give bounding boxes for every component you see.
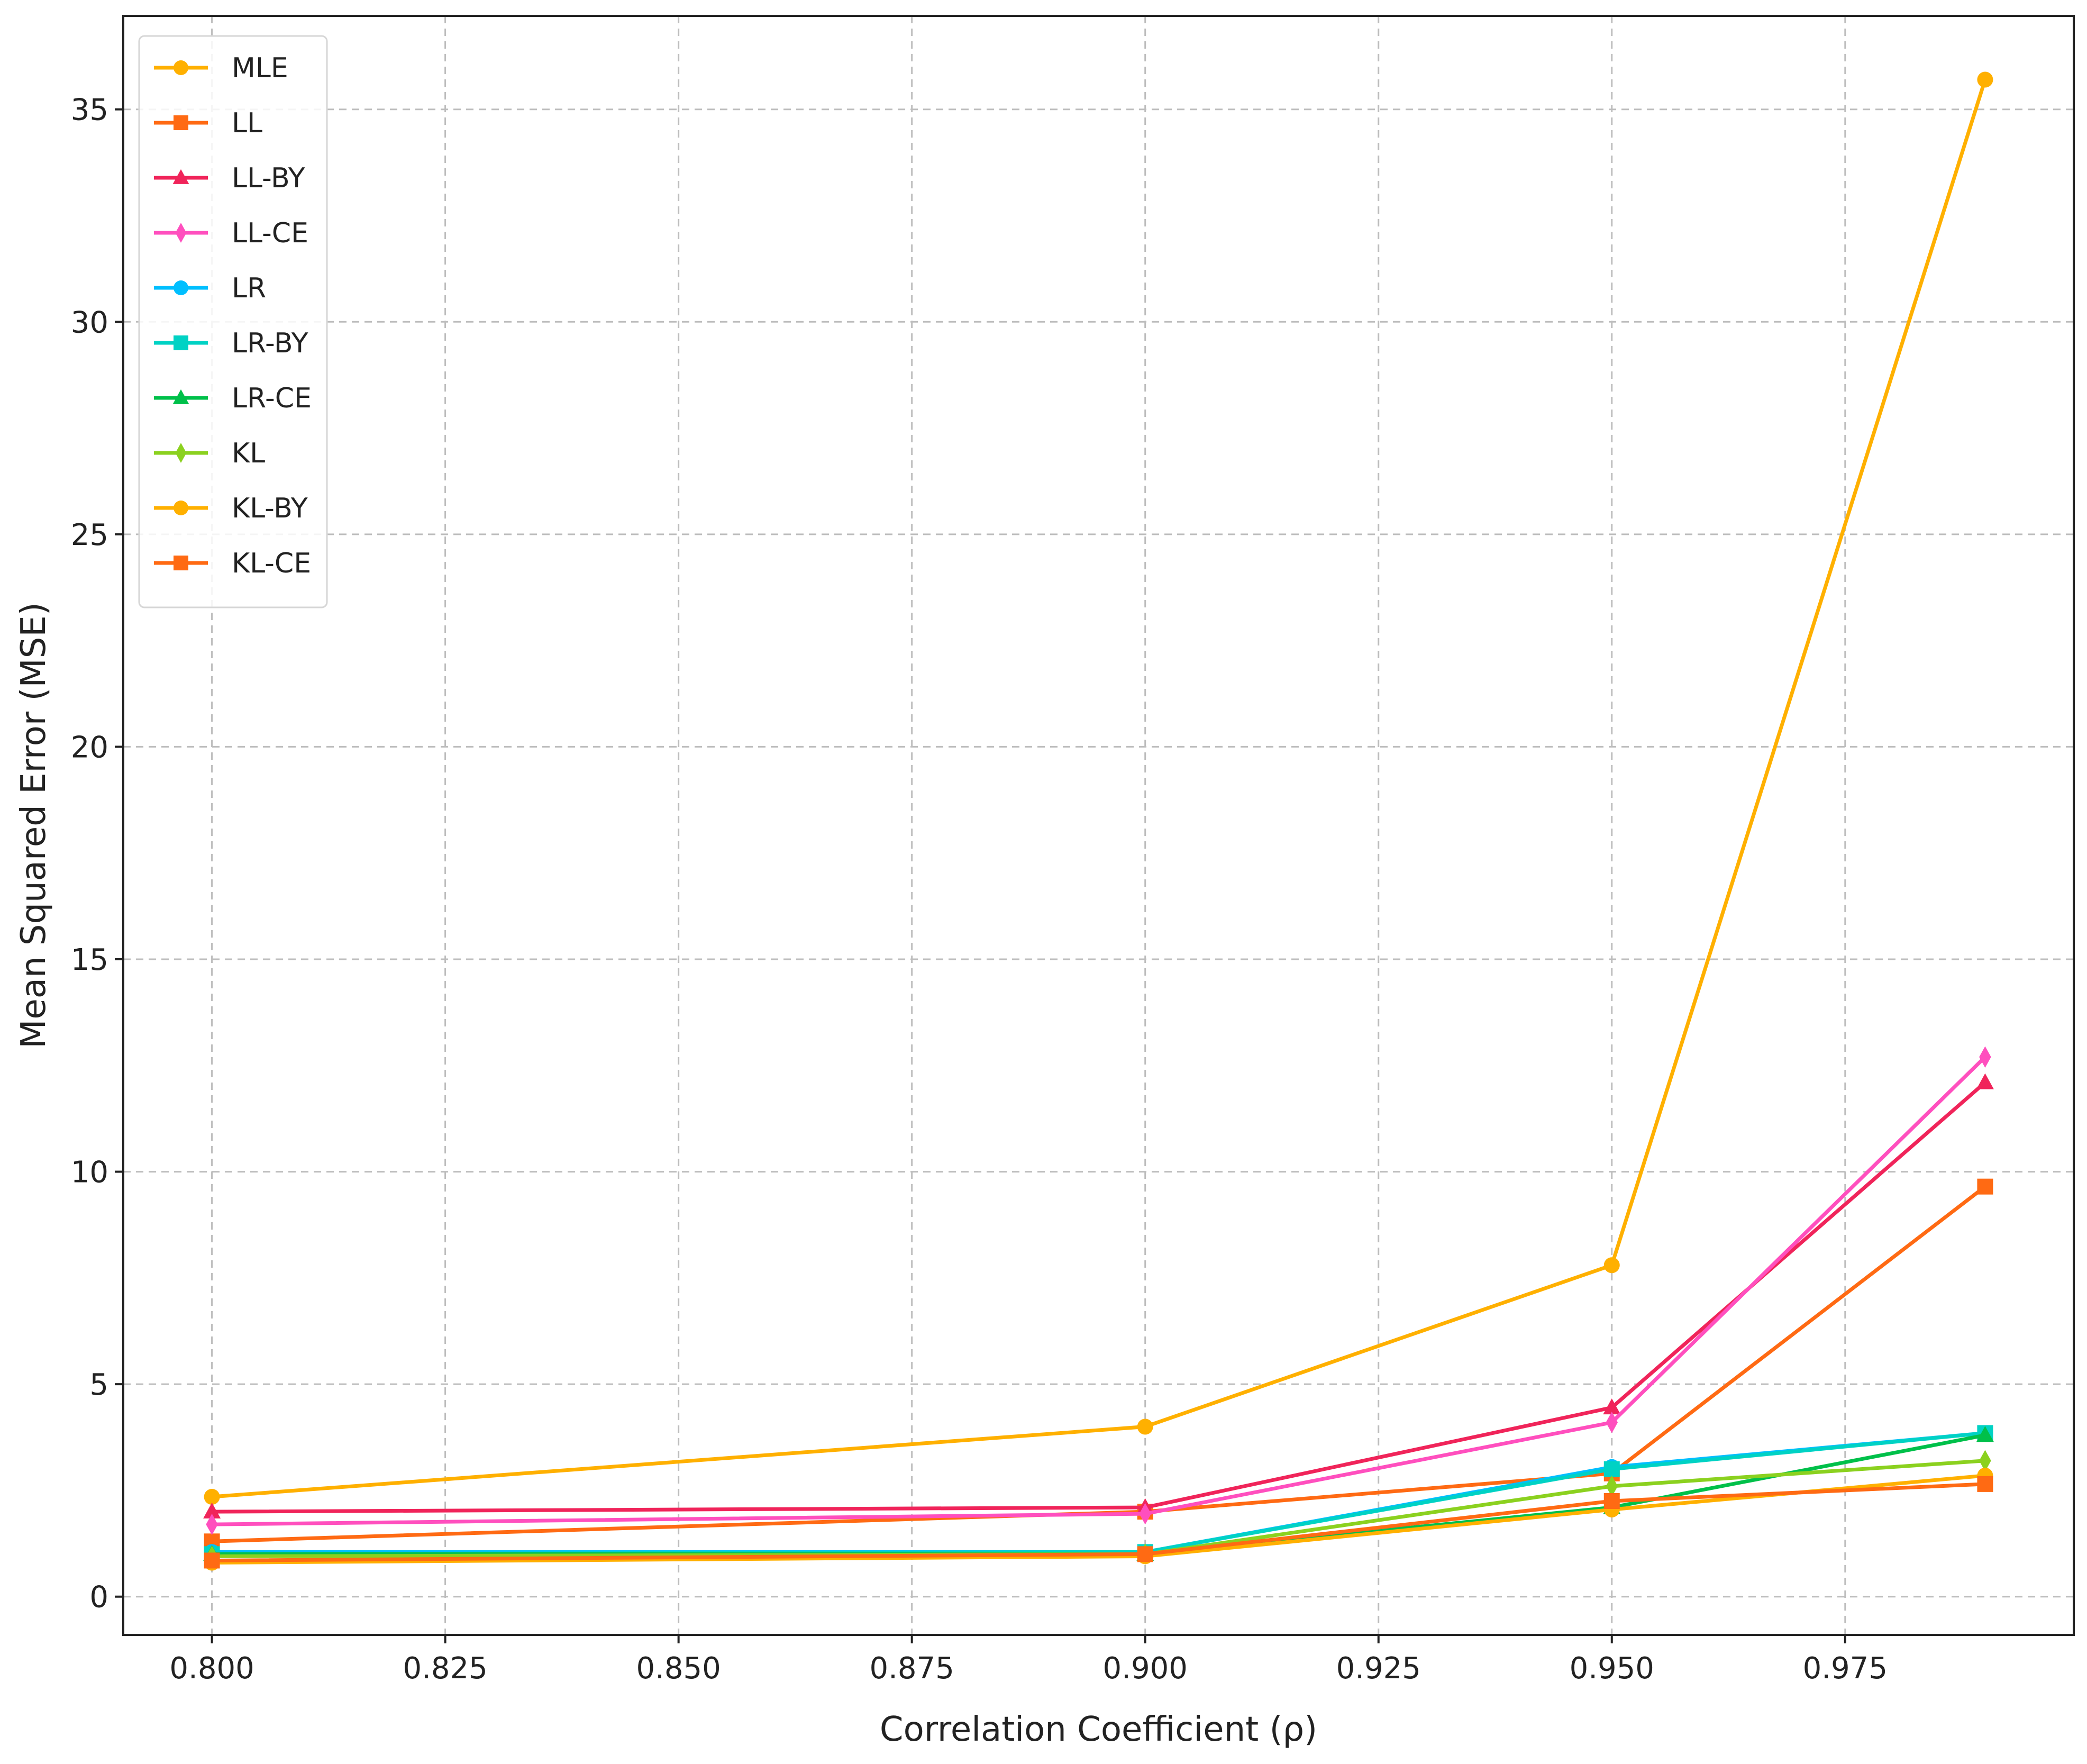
series-line xyxy=(212,1185,1986,1543)
legend-entry-ll-ce: LL-CE xyxy=(154,217,308,249)
x-tick-label: 0.975 xyxy=(1803,1651,1888,1686)
x-axis-title: Correlation Coefficient (ρ) xyxy=(880,1710,1317,1749)
data-point xyxy=(1603,1493,1620,1510)
series-line xyxy=(212,1056,1986,1526)
legend-label: LL-BY xyxy=(232,162,305,194)
legend-marker xyxy=(172,389,189,404)
y-tick-label: 15 xyxy=(71,943,108,977)
data-point xyxy=(1976,1073,1994,1089)
data-point xyxy=(203,1502,221,1519)
legend-entry-kl-ce: KL-CE xyxy=(154,548,311,579)
y-tick-label: 5 xyxy=(89,1368,108,1402)
legend-label: LL-CE xyxy=(232,217,308,249)
grid-lines xyxy=(123,16,2074,1635)
data-point xyxy=(1139,1503,1151,1525)
legend-marker xyxy=(172,169,189,184)
y-tick-label: 35 xyxy=(71,93,108,128)
legend-marker xyxy=(174,115,188,130)
legend-label: LR-CE xyxy=(232,383,312,414)
series-line xyxy=(212,1482,1985,1562)
y-tick-label: 25 xyxy=(71,518,108,552)
x-tick-label: 0.825 xyxy=(403,1651,487,1686)
legend-entry-lr-ce: LR-CE xyxy=(154,383,312,414)
legend-label: KL-CE xyxy=(232,548,311,579)
legend-marker xyxy=(175,223,187,243)
series-layer xyxy=(203,71,1994,1571)
y-axis-title: Mean Squared Error (MSE) xyxy=(14,602,53,1049)
legend-entry-lr: LR xyxy=(154,272,266,304)
legend-entry-lr-by: LR-BY xyxy=(154,328,308,359)
legend-label: LR xyxy=(232,272,266,304)
data-point xyxy=(1137,1546,1153,1562)
data-point xyxy=(1606,1475,1618,1497)
y-tick-label: 20 xyxy=(71,730,108,765)
plot-area-frame xyxy=(122,15,2075,1636)
legend-entry-ll: LL xyxy=(154,107,262,139)
x-tick-label: 0.850 xyxy=(636,1651,721,1686)
data-point xyxy=(1603,1257,1620,1274)
legend-marker xyxy=(174,501,188,515)
legend-entry-kl-by: KL-BY xyxy=(154,493,308,524)
data-point xyxy=(1979,1450,1991,1471)
data-point xyxy=(1976,1426,1994,1442)
series-kl-ce xyxy=(204,1476,1993,1569)
axis-ticks: 0.800 0.825 0.850 0.875 0.900 0.925 0.950 0.975… xyxy=(71,93,1888,1686)
series-ll-ce xyxy=(206,1046,1991,1535)
x-tick-label: 0.950 xyxy=(1570,1651,1654,1686)
y-tick-label: 0 xyxy=(89,1580,108,1615)
legend-label: LL xyxy=(232,107,262,139)
legend-marker xyxy=(174,60,188,75)
legend-marker xyxy=(174,556,188,570)
legend-marker xyxy=(174,335,188,350)
data-point xyxy=(1606,1412,1618,1433)
legend-entry-mle: MLE xyxy=(154,52,288,84)
y-tick-label: 10 xyxy=(71,1156,108,1190)
x-tick-label: 0.800 xyxy=(169,1651,254,1686)
y-tick-label: 30 xyxy=(71,305,108,340)
x-tick-label: 0.875 xyxy=(870,1651,954,1686)
x-tick-label: 0.925 xyxy=(1336,1651,1421,1686)
data-point xyxy=(1603,1398,1621,1415)
legend-entry-kl: KL xyxy=(154,438,265,469)
legend-label: LR-BY xyxy=(232,328,308,359)
x-tick-label: 0.900 xyxy=(1103,1651,1188,1686)
data-point xyxy=(204,1488,220,1505)
legend: MLE LL LL-BY LL-CE LR LR-BY LR-CE KL KL-BY KL-CE xyxy=(138,35,328,608)
data-point xyxy=(1977,1476,1993,1492)
data-point xyxy=(1977,71,1993,88)
series-line xyxy=(212,1081,1986,1514)
legend-label: KL xyxy=(232,438,265,469)
data-point xyxy=(204,1552,220,1569)
data-point xyxy=(1979,1046,1991,1068)
legend-marker xyxy=(175,443,187,463)
data-point xyxy=(206,1513,218,1535)
data-point xyxy=(1137,1419,1153,1435)
series-line xyxy=(212,79,1987,1499)
series-mle xyxy=(204,71,1993,1505)
legend-entry-ll-by: LL-BY xyxy=(154,162,305,194)
legend-marker xyxy=(174,280,188,295)
legend-label: MLE xyxy=(232,52,288,84)
legend-label: KL-BY xyxy=(232,493,308,524)
series-line xyxy=(212,1459,1985,1558)
data-point xyxy=(1977,1178,1993,1195)
data-point xyxy=(1603,1461,1620,1477)
